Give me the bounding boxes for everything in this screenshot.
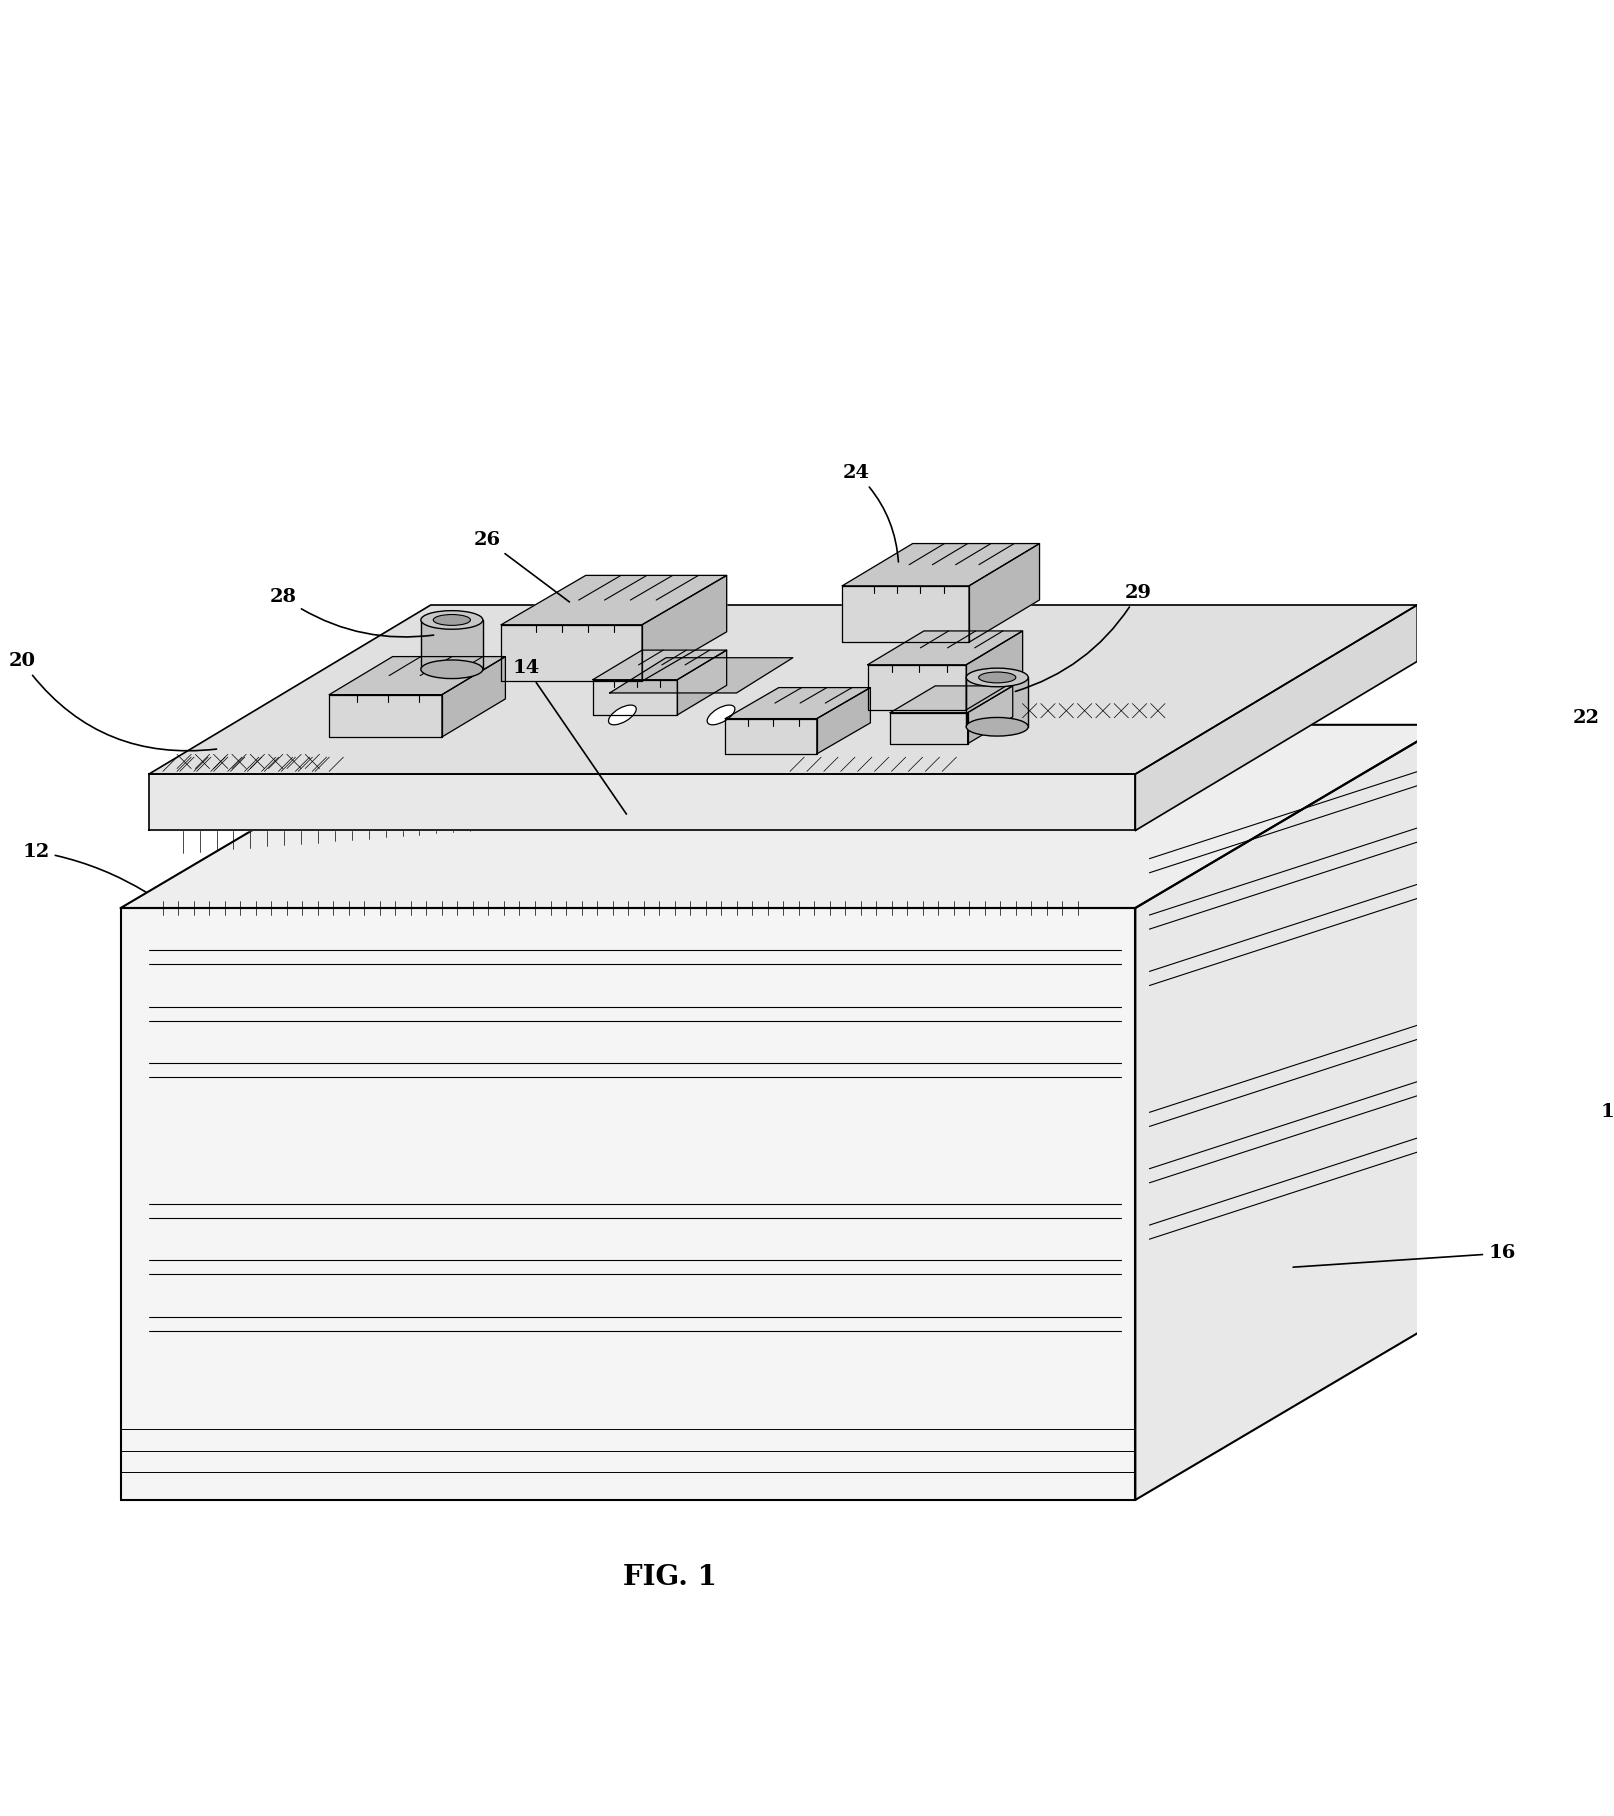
Polygon shape xyxy=(868,665,967,710)
Polygon shape xyxy=(891,686,1012,712)
Text: 22: 22 xyxy=(1572,708,1599,726)
Ellipse shape xyxy=(433,614,470,625)
Text: 20: 20 xyxy=(8,652,216,750)
Ellipse shape xyxy=(707,705,734,725)
Text: 16: 16 xyxy=(1293,1244,1516,1268)
Ellipse shape xyxy=(421,610,483,630)
Ellipse shape xyxy=(421,659,483,679)
Text: 24: 24 xyxy=(843,465,899,561)
Polygon shape xyxy=(610,657,792,694)
Ellipse shape xyxy=(978,672,1015,683)
Ellipse shape xyxy=(608,705,636,725)
Polygon shape xyxy=(817,688,870,754)
Polygon shape xyxy=(967,677,1028,726)
Polygon shape xyxy=(421,619,483,670)
Text: 28: 28 xyxy=(270,588,434,637)
Text: 26: 26 xyxy=(473,532,570,601)
Polygon shape xyxy=(502,625,642,681)
Polygon shape xyxy=(329,657,505,696)
Ellipse shape xyxy=(967,668,1028,686)
Polygon shape xyxy=(967,630,1023,710)
Polygon shape xyxy=(725,688,870,719)
Polygon shape xyxy=(502,576,726,625)
Polygon shape xyxy=(725,719,817,754)
Polygon shape xyxy=(642,576,726,681)
Polygon shape xyxy=(1135,725,1446,1500)
Text: 29: 29 xyxy=(1015,585,1152,692)
Polygon shape xyxy=(148,605,1417,774)
Polygon shape xyxy=(121,908,1135,1500)
Polygon shape xyxy=(843,587,968,643)
Polygon shape xyxy=(592,650,726,679)
Polygon shape xyxy=(121,725,1446,908)
Polygon shape xyxy=(968,686,1012,745)
Polygon shape xyxy=(592,679,678,716)
Polygon shape xyxy=(843,543,1039,587)
Polygon shape xyxy=(891,712,968,745)
Polygon shape xyxy=(329,696,442,737)
Polygon shape xyxy=(1135,605,1417,830)
Text: 12: 12 xyxy=(23,843,147,892)
Text: 10: 10 xyxy=(1601,1104,1614,1120)
Polygon shape xyxy=(442,657,505,737)
Polygon shape xyxy=(968,543,1039,643)
Polygon shape xyxy=(868,630,1023,665)
Text: 14: 14 xyxy=(513,659,626,814)
Polygon shape xyxy=(678,650,726,716)
Polygon shape xyxy=(148,774,1135,830)
Text: FIG. 1: FIG. 1 xyxy=(623,1564,717,1591)
Ellipse shape xyxy=(967,717,1028,735)
